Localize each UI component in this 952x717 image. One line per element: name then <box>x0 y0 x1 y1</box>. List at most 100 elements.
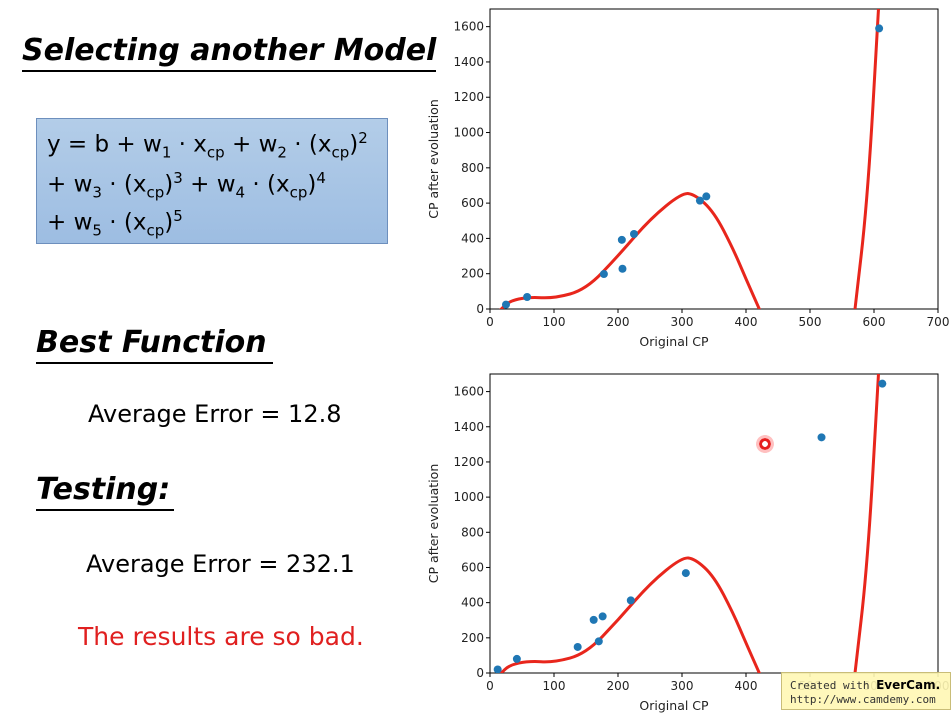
y-tick-label: 1000 <box>453 126 484 140</box>
formula-line-2: + w3 · (xcp)3 + w4 · (xcp)4 <box>47 169 326 201</box>
data-point <box>599 270 608 279</box>
x-tick-label: 600 <box>863 315 886 329</box>
formula-line-3: + w5 · (xcp)5 <box>47 207 183 239</box>
y-tick-label: 200 <box>461 267 484 281</box>
training-error-stat: Average Error = 12.8 <box>88 400 342 428</box>
best-function-heading: Best Function <box>36 325 273 364</box>
formula-line-1: y = b + w1 · xcp + w2 · (xcp)2 <box>47 129 368 161</box>
formula-text: + w <box>47 209 93 236</box>
formula-subscript: 2 <box>277 143 287 162</box>
y-tick-label: 1600 <box>453 20 484 34</box>
formula-subscript: cp <box>146 221 165 240</box>
x-tick-label: 400 <box>735 679 758 693</box>
y-tick-label: 600 <box>461 196 484 210</box>
y-tick-label: 800 <box>461 161 484 175</box>
formula-text: ) <box>349 131 359 158</box>
formula-text: ) <box>307 171 317 198</box>
data-point <box>702 192 711 201</box>
y-tick-label: 0 <box>476 666 484 680</box>
x-tick-label: 100 <box>543 315 566 329</box>
plot-area <box>493 374 887 673</box>
data-point <box>617 235 626 244</box>
watermark-url: http://www.camdemy.com <box>790 693 936 706</box>
formula-subscript: cp <box>289 183 308 202</box>
conclusion-text: The results are so bad. <box>78 622 364 651</box>
data-point <box>502 300 510 309</box>
formula-text: ) <box>164 209 174 236</box>
y-tick-label: 1400 <box>453 420 484 434</box>
data-point <box>493 665 502 673</box>
formula-text: ) <box>164 171 174 198</box>
data-point <box>594 637 603 646</box>
formula-subscript: 1 <box>161 143 172 162</box>
x-axis-label: Original CP <box>639 698 709 713</box>
formula-text: · (x <box>101 171 147 198</box>
data-point <box>875 24 884 33</box>
formula-exponent: 3 <box>173 169 183 187</box>
formula-exponent: 4 <box>316 169 326 187</box>
y-tick-label: 200 <box>461 631 484 645</box>
x-tick-label: 300 <box>671 679 694 693</box>
data-point <box>878 379 887 388</box>
formula-subscript: 3 <box>92 183 102 202</box>
y-tick-label: 400 <box>461 231 484 245</box>
x-tick-label: 100 <box>543 679 566 693</box>
y-tick-label: 1200 <box>453 90 484 104</box>
y-tick-label: 800 <box>461 525 484 539</box>
pointer-cursor-icon <box>756 435 774 453</box>
data-point <box>598 612 607 621</box>
data-point <box>817 433 826 442</box>
formula-subscript: 4 <box>235 183 246 202</box>
x-tick-label: 500 <box>799 315 822 329</box>
formula-subscript: 5 <box>92 221 102 240</box>
slide-title: Selecting another Model <box>22 33 437 72</box>
x-tick-label: 0 <box>486 315 494 329</box>
formula-text: y = b + w <box>47 131 162 158</box>
formula-text: · x <box>171 131 207 158</box>
formula-subscript: cp <box>146 183 165 202</box>
data-point <box>512 654 521 663</box>
x-axis-label: Original CP <box>639 334 709 349</box>
plot-area <box>499 9 884 309</box>
formula-text: + w <box>182 171 236 198</box>
data-point <box>618 264 627 273</box>
x-tick-label: 300 <box>671 315 694 329</box>
x-tick-label: 700 <box>927 315 950 329</box>
x-tick-label: 400 <box>735 315 758 329</box>
formula-subscript: cp <box>331 143 350 162</box>
fit-curve-line <box>853 374 880 673</box>
data-point <box>681 569 690 578</box>
y-tick-label: 1400 <box>453 55 484 69</box>
data-point <box>626 596 635 605</box>
x-tick-label: 0 <box>486 679 494 693</box>
formula-text: + w <box>47 171 93 198</box>
formula-box: y = b + w1 · xcp + w2 · (xcp)2 + w3 · (x… <box>36 118 388 244</box>
watermark-brand: EverCam. <box>876 678 941 692</box>
y-tick-label: 400 <box>461 596 484 610</box>
testing-chart: 0100200300400500600700020040060080010001… <box>426 373 949 713</box>
y-axis-label: CP after evoluation <box>426 464 441 584</box>
formula-exponent: 2 <box>358 129 368 147</box>
formula-exponent: 5 <box>173 207 183 225</box>
formula-text: + w <box>224 131 278 158</box>
plot-frame <box>489 8 939 310</box>
x-tick-label: 200 <box>607 679 630 693</box>
formula-text: · (x <box>245 171 290 198</box>
x-tick-label: 200 <box>607 315 630 329</box>
data-point <box>589 615 598 624</box>
data-point <box>695 196 704 205</box>
y-tick-label: 0 <box>476 302 484 316</box>
evercam-watermark: Created with EverCam. http://www.camdemy… <box>781 672 951 710</box>
formula-text: · (x <box>101 209 147 236</box>
data-point <box>573 642 582 651</box>
y-tick-label: 600 <box>461 560 484 574</box>
formula-subscript: cp <box>206 143 225 162</box>
data-point <box>523 293 532 301</box>
y-axis-label: CP after evoluation <box>426 99 441 219</box>
y-tick-label: 1000 <box>453 490 484 504</box>
y-tick-label: 1200 <box>453 455 484 469</box>
training-chart: 0 100 200 300 400 500 600 700 0 200 400 600 800 1000 1… <box>426 8 950 349</box>
formula-text: · (x <box>286 131 332 158</box>
y-tick-label: 1600 <box>453 385 484 399</box>
testing-error-stat: Average Error = 232.1 <box>86 550 355 578</box>
